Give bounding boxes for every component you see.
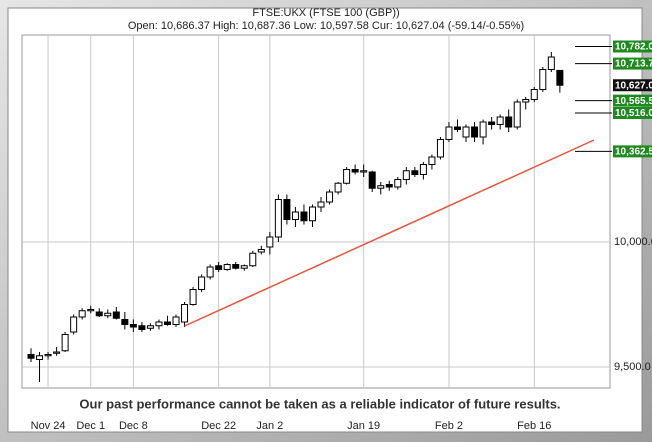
candle-body [129, 324, 137, 328]
candle-body [513, 101, 521, 128]
candle-body [496, 116, 504, 125]
candle-body [547, 56, 555, 70]
x-tick-label: Feb 2 [435, 420, 463, 432]
candle-body [189, 289, 197, 305]
candle-body [479, 121, 487, 138]
candle-body [44, 354, 52, 357]
level-tag [613, 40, 652, 53]
candle-body [163, 321, 171, 325]
candle-body [411, 170, 419, 175]
x-tick-label: Jan 2 [256, 420, 283, 432]
level-tag [613, 79, 652, 92]
candle-body [351, 169, 359, 173]
level-label: 10,362.5 [615, 147, 652, 158]
x-tick-label: Dec 1 [76, 420, 105, 432]
level-label: 10,516.0 [615, 108, 652, 119]
candle-body [436, 139, 444, 158]
candle-body [181, 304, 189, 323]
level-label: 10,627.0 [615, 80, 652, 91]
candle-body [377, 185, 385, 189]
candle-body [343, 169, 351, 184]
candle-body [78, 310, 86, 318]
candle-body [138, 325, 146, 330]
plot-area [21, 34, 611, 389]
candle-body [61, 334, 69, 352]
candle-body [522, 99, 530, 103]
candle-body [300, 211, 308, 222]
candle-body [206, 266, 214, 278]
candle-body [419, 164, 427, 175]
candle-body [198, 276, 206, 290]
candle-body [394, 179, 402, 188]
x-tick-label: Feb 16 [517, 420, 551, 432]
candle-body [104, 312, 112, 317]
candle-body [556, 69, 564, 86]
chart-subtitle: Open: 10,686.37 High: 10,687.36 Low: 10,… [128, 20, 524, 32]
y-tick-label: 9,500.0 [614, 361, 651, 373]
candle-body [334, 182, 342, 193]
candle-body [257, 249, 265, 253]
candle-body [530, 89, 538, 100]
candle-body [471, 126, 479, 138]
candle-body [308, 206, 316, 222]
candle-body [317, 201, 325, 208]
candle-body [385, 184, 393, 188]
candle-body [402, 170, 410, 180]
candle-body [70, 316, 78, 333]
candle-body [146, 325, 154, 329]
candle-body [240, 265, 248, 269]
candle-body [121, 319, 129, 325]
candle-body [445, 126, 453, 140]
candle-body [53, 351, 61, 354]
level-label: 10,565.5 [615, 96, 652, 107]
candle-body [95, 311, 103, 317]
level-label: 10,713.7 [615, 59, 652, 70]
y-tick-label: 10,000.0 [614, 236, 652, 248]
trend-line [184, 139, 595, 327]
level-tag [613, 94, 652, 107]
candle-body [360, 170, 368, 173]
level-tag [613, 145, 652, 158]
candle-body [155, 321, 163, 327]
candle-body [87, 309, 95, 312]
chart-title: FTSE:UKX (FTSE 100 (GBP)) [252, 7, 399, 19]
level-tag [613, 57, 652, 70]
candle-body [249, 252, 257, 267]
level-tag [613, 107, 652, 119]
candle-body [36, 355, 44, 360]
candle-body [27, 354, 35, 359]
candle-body [274, 199, 282, 238]
candle-body [539, 69, 547, 90]
disclaimer: Our past performance cannot be taken as … [79, 396, 560, 411]
candle-body [488, 121, 496, 125]
x-tick-label: Jan 19 [347, 420, 380, 432]
candle-body [505, 116, 513, 128]
candle-body [326, 191, 334, 203]
candle-body [368, 171, 376, 189]
x-tick-label: Nov 24 [31, 420, 66, 432]
candle-body [291, 211, 299, 220]
candle-body [428, 156, 436, 165]
candle-body [462, 126, 470, 138]
candle-body [232, 264, 240, 269]
x-tick-label: Dec 8 [119, 420, 148, 432]
candle-body [266, 236, 274, 248]
x-tick-label: Dec 22 [201, 420, 236, 432]
candle-body [112, 311, 120, 319]
level-label: 10,782.0 [615, 42, 652, 53]
candle-body [215, 265, 223, 270]
candle-body [223, 264, 231, 270]
candle-body [283, 199, 291, 220]
candle-body [454, 126, 461, 130]
plot-layer: 9,500.0 10,000.0 Nov 24 Dec 1 Dec 8 Dec 22 Jan… [22, 35, 652, 432]
candle-body [172, 316, 180, 325]
